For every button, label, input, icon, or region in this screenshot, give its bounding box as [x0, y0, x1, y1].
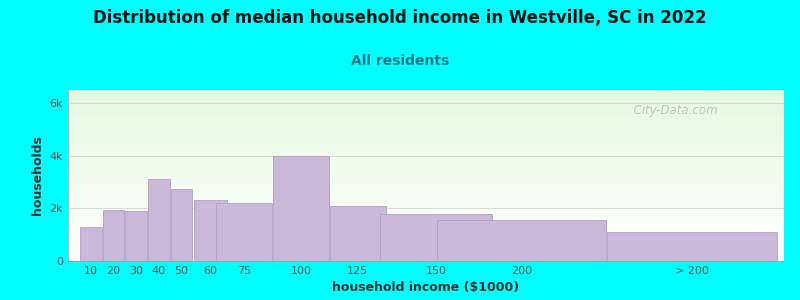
Bar	[216, 203, 272, 261]
Bar	[68, 156, 784, 158]
Bar	[273, 156, 329, 261]
Bar	[68, 143, 784, 146]
Bar	[437, 220, 606, 261]
Bar	[68, 94, 784, 96]
Bar	[68, 118, 784, 120]
Bar	[68, 135, 784, 137]
Bar	[68, 197, 784, 199]
Bar	[68, 173, 784, 175]
Bar	[68, 238, 784, 240]
Bar	[68, 146, 784, 148]
Bar	[68, 171, 784, 173]
Bar	[68, 210, 784, 212]
Bar	[68, 122, 784, 124]
Bar	[68, 133, 784, 135]
Bar	[80, 227, 102, 261]
Bar	[68, 111, 784, 113]
Bar	[68, 218, 784, 220]
Bar	[68, 150, 784, 152]
Bar	[68, 188, 784, 190]
Bar	[68, 178, 784, 180]
Bar	[171, 189, 193, 261]
Bar	[68, 244, 784, 246]
Bar	[68, 160, 784, 163]
Bar	[68, 90, 784, 92]
Bar	[68, 113, 784, 116]
Bar	[68, 148, 784, 150]
Bar	[68, 180, 784, 182]
Bar	[68, 163, 784, 165]
Bar	[68, 182, 784, 184]
Bar	[68, 124, 784, 126]
Text: Distribution of median household income in Westville, SC in 2022: Distribution of median household income …	[93, 9, 707, 27]
Bar	[148, 179, 170, 261]
Bar	[330, 206, 386, 261]
Bar	[68, 193, 784, 195]
Bar	[68, 167, 784, 169]
Bar	[68, 240, 784, 242]
Bar	[68, 152, 784, 154]
Bar	[68, 252, 784, 255]
Bar	[607, 232, 777, 261]
Bar	[68, 105, 784, 107]
Bar	[68, 126, 784, 128]
Bar	[68, 107, 784, 109]
Bar	[68, 212, 784, 214]
Bar	[68, 130, 784, 133]
Bar	[68, 120, 784, 122]
Bar	[380, 214, 493, 261]
Bar	[68, 208, 784, 210]
Bar	[68, 101, 784, 103]
Bar	[68, 165, 784, 167]
Text: City-Data.com: City-Data.com	[626, 104, 718, 117]
Bar	[68, 158, 784, 160]
Bar	[68, 96, 784, 98]
Bar	[68, 103, 784, 105]
Bar	[68, 259, 784, 261]
Bar	[68, 92, 784, 94]
X-axis label: household income ($1000): household income ($1000)	[333, 281, 519, 294]
Y-axis label: households: households	[31, 136, 44, 215]
Bar	[68, 250, 784, 253]
Bar	[68, 203, 784, 206]
Bar	[68, 184, 784, 186]
Bar	[68, 229, 784, 231]
Bar	[68, 216, 784, 218]
Bar	[68, 141, 784, 143]
Bar	[126, 211, 147, 261]
Bar	[194, 200, 226, 261]
Bar	[68, 128, 784, 130]
Bar	[68, 257, 784, 259]
Bar	[68, 98, 784, 101]
Bar	[68, 137, 784, 139]
Bar	[102, 210, 124, 261]
Bar	[68, 231, 784, 233]
Bar	[68, 227, 784, 229]
Bar	[68, 225, 784, 227]
Bar	[68, 190, 784, 193]
Bar	[68, 206, 784, 208]
Bar	[68, 154, 784, 156]
Bar	[68, 176, 784, 178]
Bar	[68, 223, 784, 225]
Bar	[68, 199, 784, 201]
Bar	[68, 220, 784, 223]
Bar	[68, 201, 784, 203]
Bar	[68, 169, 784, 171]
Bar	[68, 116, 784, 118]
Bar	[68, 233, 784, 235]
Bar	[68, 195, 784, 197]
Bar	[68, 235, 784, 238]
Bar	[68, 248, 784, 250]
Bar	[68, 246, 784, 248]
Text: All residents: All residents	[351, 54, 449, 68]
Bar	[68, 139, 784, 141]
Bar	[68, 109, 784, 111]
Bar	[68, 186, 784, 188]
Bar	[68, 214, 784, 216]
Bar	[68, 242, 784, 244]
Bar	[68, 255, 784, 257]
